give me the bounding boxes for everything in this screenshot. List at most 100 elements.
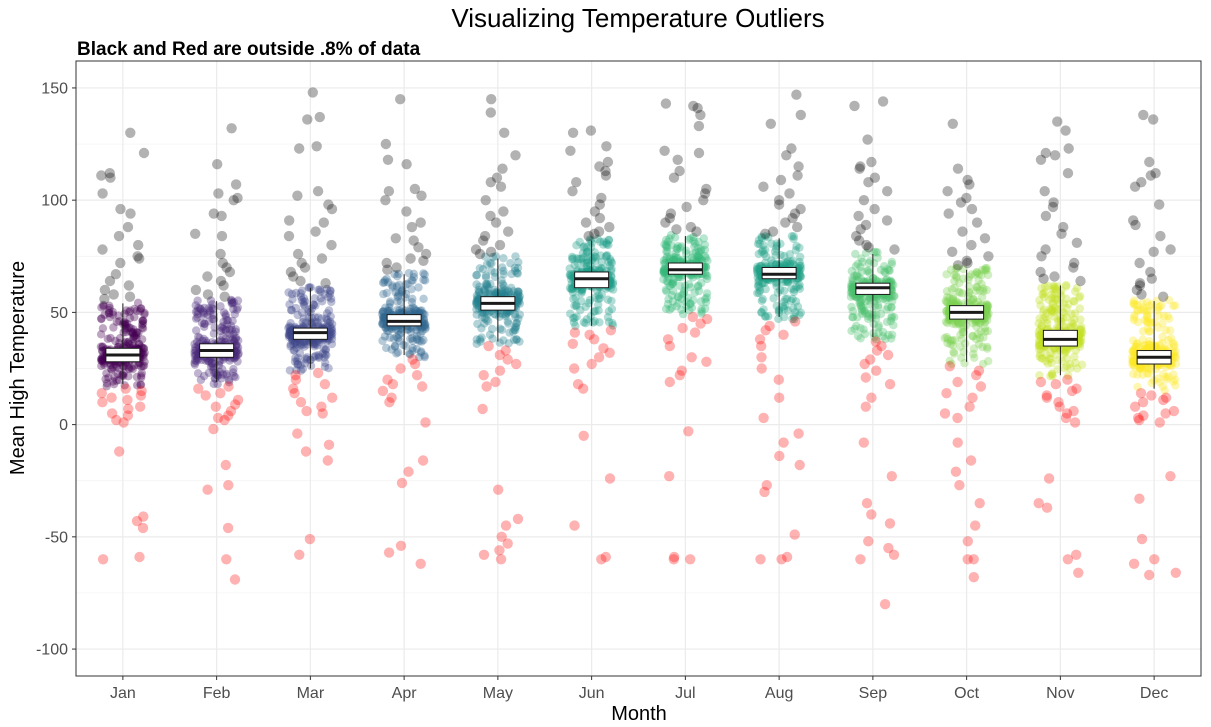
data-point (207, 358, 216, 368)
data-point (311, 351, 320, 360)
y-tick-label: 50 (50, 305, 68, 322)
data-point (570, 301, 579, 310)
high-outlier-point (104, 168, 116, 179)
data-point (140, 310, 149, 319)
data-point (139, 343, 148, 353)
low-outlier-point (1146, 390, 1157, 401)
low-outlier-point (327, 392, 338, 403)
data-point (408, 346, 417, 355)
low-outlier-point (950, 466, 962, 477)
data-point (480, 314, 489, 323)
data-point (129, 333, 139, 342)
data-point (129, 361, 139, 370)
x-tick-label: Sep (859, 685, 888, 702)
low-outlier-point (384, 397, 395, 408)
data-point (296, 292, 306, 301)
data-point (108, 377, 118, 386)
data-point (754, 249, 763, 259)
low-outlier-point (323, 439, 335, 450)
data-point (503, 308, 512, 318)
data-point (408, 303, 417, 312)
data-point (662, 252, 672, 261)
data-point (217, 323, 226, 332)
low-outlier-point (490, 376, 501, 388)
high-outlier-point (108, 289, 119, 300)
high-outlier-point (1146, 273, 1158, 284)
data-point (472, 271, 481, 280)
data-point (674, 273, 683, 282)
data-point (125, 339, 134, 349)
data-point (591, 307, 600, 316)
data-point (865, 268, 874, 278)
data-point (481, 273, 491, 282)
high-outlier-point (691, 226, 702, 237)
data-point (98, 324, 108, 333)
data-point (514, 296, 524, 306)
data-point (116, 333, 125, 343)
data-point (140, 308, 149, 318)
data-point (388, 283, 397, 292)
data-point (284, 288, 293, 297)
data-point (310, 317, 320, 327)
data-point (667, 291, 677, 300)
high-outlier-point (681, 201, 692, 213)
data-point (690, 242, 699, 251)
data-point (1064, 300, 1073, 309)
data-point (140, 348, 149, 357)
data-point (286, 342, 295, 351)
data-point (659, 266, 668, 276)
high-outlier-point (660, 217, 671, 228)
low-outlier-point (871, 365, 882, 376)
data-point (582, 258, 591, 268)
data-point (590, 252, 599, 261)
data-point (686, 234, 695, 243)
data-point (215, 357, 224, 367)
data-point (1128, 347, 1138, 357)
data-point (97, 354, 106, 363)
low-outlier-point (1069, 417, 1081, 428)
high-outlier-point (660, 98, 672, 109)
data-point (218, 322, 227, 331)
data-point (780, 304, 789, 314)
high-outlier-point (849, 100, 860, 112)
data-point (97, 354, 106, 364)
data-point (401, 293, 410, 302)
data-point (700, 245, 710, 255)
data-point (586, 253, 595, 262)
data-point (694, 255, 703, 265)
low-outlier-point (859, 358, 870, 370)
low-outlier-point (598, 343, 609, 354)
data-point (771, 260, 780, 269)
data-point (225, 329, 234, 338)
data-point (139, 361, 149, 370)
high-outlier-point (390, 233, 401, 244)
data-point (286, 305, 296, 315)
data-point (506, 259, 515, 268)
data-point (758, 246, 768, 255)
data-point (124, 372, 133, 381)
data-point (124, 363, 133, 372)
data-point (788, 260, 797, 269)
data-point (497, 325, 507, 335)
data-point (395, 306, 404, 315)
low-outlier-point (871, 345, 883, 356)
data-point (206, 362, 216, 371)
high-outlier-point (773, 199, 785, 210)
data-point (499, 270, 508, 279)
data-point (754, 236, 764, 245)
low-outlier-point (411, 370, 423, 381)
data-point (121, 337, 130, 347)
low-outlier-point (968, 554, 979, 565)
data-point (104, 306, 114, 315)
high-outlier-point (190, 284, 202, 296)
data-point (495, 312, 504, 321)
data-point (132, 306, 142, 315)
data-point (200, 322, 209, 331)
high-outlier-point (97, 244, 108, 255)
high-outlier-point (409, 183, 421, 195)
data-point (217, 374, 226, 383)
data-point (110, 372, 119, 381)
data-point (669, 275, 678, 284)
data-point (472, 280, 481, 289)
low-outlier-point (106, 392, 117, 403)
